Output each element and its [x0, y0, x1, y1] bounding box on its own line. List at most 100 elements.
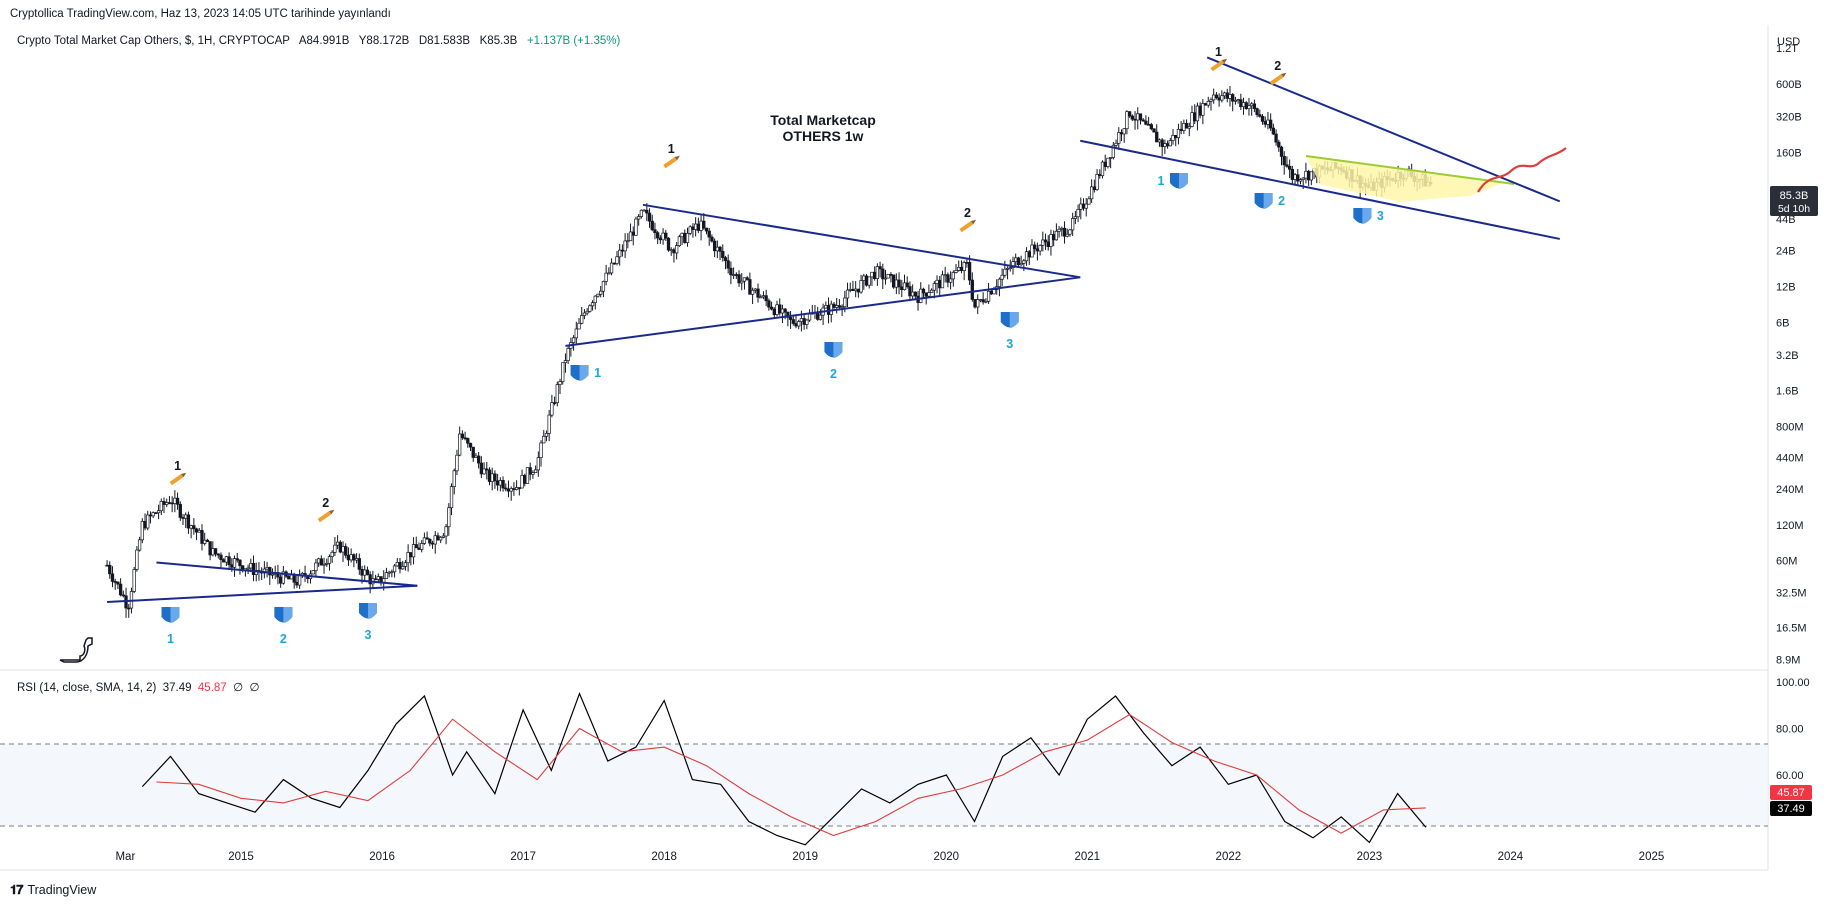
candle-body	[335, 541, 340, 546]
shield-icon	[1254, 193, 1273, 209]
candle-body	[729, 267, 733, 276]
price-axis[interactable]: 1.2T 600B 320B 160B 44B 24B 12B 6B 3.2B 1.6B 800M 4…	[1776, 43, 1810, 782]
trend-line-2[interactable]	[642, 203, 1081, 279]
candle-body	[544, 433, 549, 437]
candle-body	[523, 475, 527, 484]
candle-body	[702, 220, 706, 229]
candle-body	[1271, 127, 1276, 135]
candle-body	[726, 260, 730, 269]
candle-body	[704, 227, 709, 232]
candle-body	[395, 561, 399, 567]
candle-body	[835, 305, 839, 308]
candle-body	[750, 289, 755, 295]
candle-body	[1049, 234, 1053, 247]
ohlc-close: K85.3B	[479, 35, 518, 47]
candle-body	[653, 229, 657, 234]
candle-body	[108, 564, 112, 575]
candle-body	[1263, 121, 1267, 125]
candle-body	[354, 558, 359, 561]
time-tick-10: 2024	[1498, 851, 1524, 863]
candle-body	[360, 568, 364, 576]
candle-body	[688, 226, 692, 234]
candle-body	[322, 563, 326, 566]
candle-body	[205, 539, 210, 542]
candle-body	[891, 274, 896, 288]
rsi-tick-0: 100.00	[1776, 677, 1810, 689]
pattern-markers[interactable]: 1 2 1 2 1 2 1 2 3 1 2 3 1 2 3	[161, 45, 1384, 646]
candle-body	[976, 299, 980, 308]
candle-body	[1287, 165, 1292, 170]
candle-body	[864, 275, 869, 286]
candle-body	[1282, 156, 1286, 166]
annotation-title-line1: Total Marketcap	[770, 112, 876, 128]
candle-body	[927, 292, 931, 297]
candle-body	[552, 402, 557, 404]
time-axis[interactable]: Mar 2015 2016 2017 2018 2019 2020 2021 2022 2023 2…	[115, 851, 1664, 863]
candle-body	[1252, 103, 1257, 110]
pencil-icon	[663, 155, 680, 169]
candle-body	[211, 548, 215, 556]
candle-body	[175, 497, 180, 505]
candle-body	[398, 561, 402, 570]
candle-body	[1008, 267, 1012, 270]
forecast-path	[1477, 147, 1567, 193]
candle-body	[845, 289, 850, 299]
time-tick-2: 2016	[369, 851, 395, 863]
candle-body	[352, 554, 356, 561]
candle-body	[463, 437, 467, 440]
candle-body	[1195, 105, 1200, 122]
candle-body	[528, 467, 532, 475]
candle-body	[946, 274, 950, 283]
candle-body	[799, 318, 804, 322]
candle-body	[889, 273, 893, 276]
rsi-legend[interactable]: RSI (14, close, SMA, 14, 2) 37.49 45.87 …	[17, 680, 260, 694]
trend-line-5[interactable]	[1080, 139, 1561, 240]
trend-line-1[interactable]	[106, 584, 418, 604]
candle-body	[1182, 123, 1186, 131]
trend-line-0[interactable]	[156, 561, 418, 587]
candle-body	[712, 240, 717, 252]
candle-body	[227, 556, 231, 566]
candle-body	[417, 547, 421, 550]
time-tick-3: 2017	[510, 851, 536, 863]
candle-body	[1119, 132, 1124, 135]
footer-brand[interactable]: 𝟏𝟕 TradingView	[10, 882, 96, 898]
symbol-legend[interactable]: Crypto Total Market Cap Others, $, 1H, C…	[17, 35, 620, 47]
candle-body	[411, 544, 416, 558]
candle-body	[981, 299, 985, 303]
candle-body	[1089, 186, 1094, 200]
candle-body	[986, 290, 991, 302]
candle-body	[989, 290, 993, 295]
candle-body	[1024, 251, 1029, 262]
candle-body	[498, 480, 502, 486]
candle-body	[691, 226, 695, 230]
trend-line-3[interactable]	[565, 276, 1081, 347]
time-tick-7: 2021	[1075, 851, 1101, 863]
candle-body	[745, 277, 749, 280]
candle-body	[1111, 144, 1115, 158]
candle-body	[1241, 102, 1246, 108]
candle-body	[1092, 186, 1097, 190]
candle-body	[547, 414, 551, 434]
shield-icon	[161, 607, 180, 623]
candle-body	[409, 552, 413, 558]
svg-text:37.49: 37.49	[1777, 803, 1805, 815]
candle-body	[420, 543, 424, 550]
dino-icon	[59, 637, 93, 663]
shield-icon	[1353, 208, 1372, 224]
candle-body	[685, 232, 690, 243]
candle-body	[1033, 244, 1037, 250]
candle-body	[756, 288, 760, 298]
candle-body	[1073, 216, 1078, 219]
candle-body	[539, 442, 543, 458]
candle-body	[349, 554, 353, 561]
candle-body	[883, 277, 888, 280]
candle-body	[878, 266, 882, 270]
candle-body	[194, 528, 199, 533]
candle-body	[973, 299, 977, 308]
candle-body	[908, 286, 912, 297]
candle-body	[1236, 99, 1240, 102]
candle-body	[167, 502, 172, 504]
candle-body	[1250, 103, 1254, 107]
